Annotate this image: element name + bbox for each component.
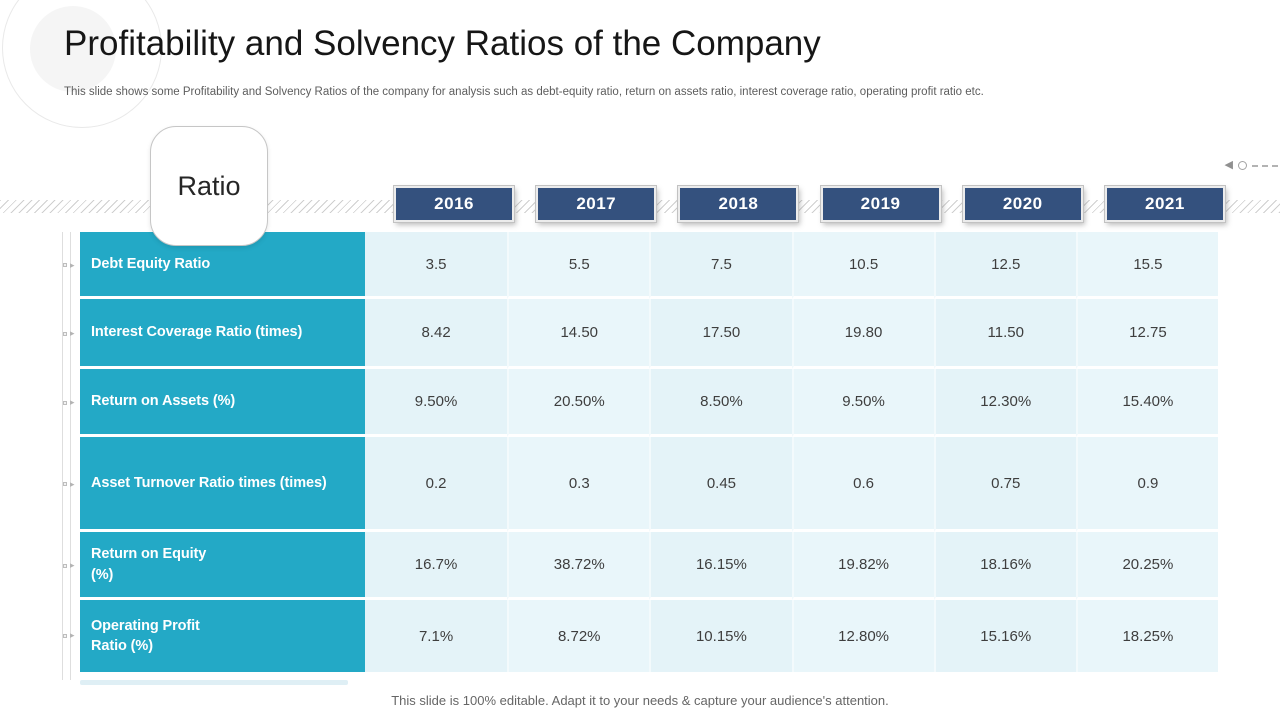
table-cell-2016-row6: 7.1%: [365, 600, 508, 672]
row-bullet-icon: ▸: [63, 329, 75, 338]
page-title: Profitability and Solvency Ratios of the…: [64, 24, 821, 63]
table-cell-2020-row1: 12.5: [933, 232, 1076, 299]
year-header-2017[interactable]: 2017: [535, 185, 658, 223]
table-cell-2021-row1: 15.5: [1075, 232, 1218, 299]
ratios-table: Debt Equity Ratio 3.5 5.5 7.5 10.5 12.5 15.5 In…: [80, 232, 1218, 672]
table-cell-2021-row6: 18.25%: [1075, 600, 1218, 672]
bottom-shadow-strip: [80, 680, 348, 685]
table-cell-2017-row6: 8.72%: [507, 600, 650, 672]
row-marker-track: ▸ ▸ ▸ ▸ ▸ ▸: [62, 232, 75, 680]
table-cell-2019-row2: 19.80: [791, 299, 934, 369]
year-header-2020[interactable]: 2020: [961, 185, 1084, 223]
table-cell-2017-row1: 5.5: [507, 232, 650, 299]
row-bullet-icon: ▸: [63, 631, 75, 640]
row-bullet-icon: ▸: [63, 479, 75, 489]
table-cell-2018-row3: 8.50%: [649, 369, 792, 437]
table-cell-2020-row3: 12.30%: [933, 369, 1076, 437]
table-cell-2019-row1: 10.5: [791, 232, 934, 299]
table-cell-2019-row4: 0.6: [791, 437, 934, 532]
table-cell-2017-row4: 0.3: [507, 437, 650, 532]
year-cell: 2021: [1094, 185, 1236, 223]
row-bullet-icon: ▸: [63, 561, 75, 570]
table-cell-2016-row5: 16.7%: [365, 532, 508, 600]
table-cell-2018-row4: 0.45: [649, 437, 792, 532]
year-header-2016[interactable]: 2016: [393, 185, 516, 223]
table-cell-2019-row5: 19.82%: [791, 532, 934, 600]
year-header-row: 2016 2017 2018 2019 2020 2021: [383, 185, 1236, 223]
row-label: Interest Coverage Ratio (times): [80, 299, 365, 369]
table-cell-2021-row2: 12.75: [1075, 299, 1218, 369]
table-cell-2017-row5: 38.72%: [507, 532, 650, 600]
table-cell-2016-row4: 0.2: [365, 437, 508, 532]
table-cell-2021-row5: 20.25%: [1075, 532, 1218, 600]
back-triangle-icon: ◀: [1224, 159, 1233, 171]
table-cell-2020-row2: 11.50: [933, 299, 1076, 369]
circle-icon: [1238, 161, 1247, 170]
row-label: Return on Equity (%): [80, 532, 365, 600]
row-label: Asset Turnover Ratio times (times): [80, 437, 365, 532]
year-cell: 2017: [525, 185, 667, 223]
table-cell-2019-row6: 12.80%: [791, 600, 934, 672]
circle-decoration-icon: [30, 6, 116, 92]
year-cell: 2018: [667, 185, 809, 223]
table-cell-2020-row5: 18.16%: [933, 532, 1076, 600]
year-cell: 2016: [383, 185, 525, 223]
table-cell-2016-row3: 9.50%: [365, 369, 508, 437]
year-header-2019[interactable]: 2019: [819, 185, 942, 223]
table-cell-2016-row1: 3.5: [365, 232, 508, 299]
page-subtitle: This slide shows some Profitability and …: [64, 86, 984, 98]
table-cell-2017-row3: 20.50%: [507, 369, 650, 437]
dashed-line-icon: [1252, 164, 1278, 167]
table-cell-2017-row2: 14.50: [507, 299, 650, 369]
table-cell-2018-row6: 10.15%: [649, 600, 792, 672]
table-cell-2018-row1: 7.5: [649, 232, 792, 299]
row-label: Return on Assets (%): [80, 369, 365, 437]
year-cell: 2019: [810, 185, 952, 223]
table-cell-2021-row4: 0.9: [1075, 437, 1218, 532]
table-cell-2020-row4: 0.75: [933, 437, 1076, 532]
row-bullet-icon: ▸: [63, 398, 75, 407]
row-label: Operating Profit Ratio (%): [80, 600, 365, 672]
year-cell: 2020: [952, 185, 1094, 223]
table-cell-2016-row2: 8.42: [365, 299, 508, 369]
table-cell-2020-row6: 15.16%: [933, 600, 1076, 672]
ratio-corner-label: Ratio: [150, 126, 268, 246]
footer-note: This slide is 100% editable. Adapt it to…: [391, 693, 889, 708]
row-label: Debt Equity Ratio: [80, 232, 365, 299]
table-cell-2018-row2: 17.50: [649, 299, 792, 369]
table-cell-2021-row3: 15.40%: [1075, 369, 1218, 437]
year-header-2018[interactable]: 2018: [677, 185, 800, 223]
row-bullet-icon: ▸: [63, 260, 75, 270]
table-cell-2018-row5: 16.15%: [649, 532, 792, 600]
table-cell-2019-row3: 9.50%: [791, 369, 934, 437]
year-header-2021[interactable]: 2021: [1103, 185, 1226, 223]
top-right-decoration: ◀: [1225, 160, 1278, 171]
